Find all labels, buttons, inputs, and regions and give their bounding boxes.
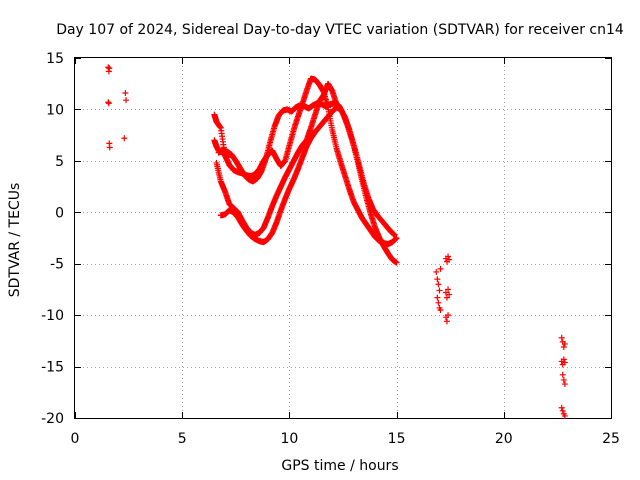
data-point: [445, 253, 452, 260]
data-point: [442, 289, 449, 296]
series-track-e: [211, 137, 235, 158]
series-early-isolated: [105, 64, 130, 151]
data-point: [446, 256, 453, 263]
data-layer: [105, 64, 568, 419]
y-tick-label: -20: [41, 411, 64, 427]
x-tick-label: 20: [495, 431, 513, 447]
x-tick-label: 5: [178, 431, 187, 447]
x-tick-label: 0: [71, 431, 80, 447]
data-point: [443, 294, 450, 301]
data-point: [437, 307, 444, 313]
data-point: [445, 312, 452, 319]
y-tick-label: 0: [55, 205, 64, 221]
data-point: [560, 344, 567, 351]
data-point: [437, 265, 444, 272]
series-track-c: [217, 104, 400, 266]
data-point: [445, 286, 452, 293]
data-point: [560, 356, 567, 363]
data-point: [105, 99, 112, 106]
data-point: [123, 97, 130, 104]
x-axis-label: GPS time / hours: [281, 458, 398, 474]
series-track-d: [213, 80, 340, 238]
data-point: [446, 291, 453, 298]
data-point: [434, 276, 441, 283]
y-axis-label: SDTVAR / TECUs: [7, 183, 23, 298]
y-tick-label: 5: [55, 154, 64, 170]
data-point: [106, 65, 113, 72]
tick-layer: 0 5 10 15 20 25 -20 -15 -10 -5 0 5 10 15: [41, 51, 620, 447]
x-tick-label: 10: [280, 431, 298, 447]
series-hour-23: [558, 334, 568, 419]
data-point: [558, 334, 565, 341]
data-point: [435, 299, 442, 306]
data-point: [433, 268, 440, 275]
series-hour-17: [433, 253, 453, 325]
data-point: [435, 281, 442, 288]
data-point: [121, 135, 128, 142]
data-point: [561, 340, 568, 347]
y-tick-label: -10: [41, 308, 64, 324]
y-tick-label: 15: [46, 51, 64, 67]
data-point: [393, 235, 400, 241]
x-tick-label: 25: [602, 431, 620, 447]
data-point: [105, 100, 112, 107]
data-point: [436, 287, 443, 294]
data-point: [560, 376, 567, 383]
data-point: [559, 371, 566, 378]
y-tick-label: 10: [46, 102, 64, 118]
data-point: [443, 318, 450, 325]
data-point: [558, 404, 565, 411]
data-point: [393, 259, 400, 266]
data-point: [561, 412, 568, 419]
y-tick-label: -5: [50, 257, 64, 273]
data-point: [106, 144, 113, 151]
data-point: [122, 89, 129, 96]
data-point: [105, 64, 112, 71]
data-point: [559, 407, 566, 414]
plot-frame: [74, 57, 612, 419]
data-point: [434, 294, 441, 301]
data-point: [228, 151, 235, 158]
chart-title: Day 107 of 2024, Sidereal Day-to-day VTE…: [56, 22, 624, 38]
data-point: [561, 359, 568, 366]
x-tick-label: 15: [388, 431, 406, 447]
data-point: [561, 381, 568, 388]
data-point: [391, 231, 398, 238]
data-point: [333, 101, 340, 108]
y-tick-label: -15: [41, 360, 64, 376]
